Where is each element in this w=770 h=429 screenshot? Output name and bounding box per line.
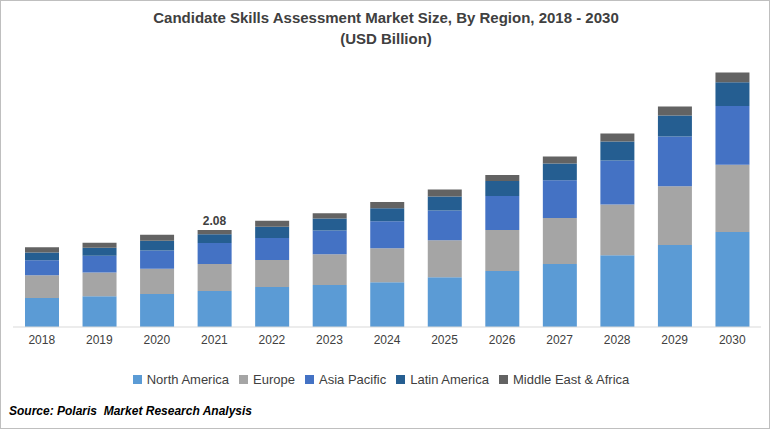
html-text:Source: Polaris Market Researc: Source: Polaris Market Research Analysis [9, 404, 252, 418]
svg-text:2028: 2028 [604, 333, 631, 347]
svg-text:2030: 2030 [719, 333, 746, 347]
svg-text:2018: 2018 [28, 333, 55, 347]
html-text:Middle East & Africa: Middle East & Africa [513, 372, 630, 387]
html-text:(USD Billion): (USD Billion) [340, 30, 432, 47]
svg-text:2024: 2024 [374, 333, 401, 347]
svg-text:2019: 2019 [86, 333, 113, 347]
html-text:Asia Pacific: Asia Pacific [319, 372, 387, 387]
html-text:North America: North America [146, 372, 230, 387]
html-text:Latin America: Latin America [410, 372, 489, 387]
svg-text:2020: 2020 [143, 333, 170, 347]
html-text:Candidate Skills Assessment Ma: Candidate Skills Assessment Market Size,… [153, 9, 619, 26]
html-text:Europe: Europe [253, 372, 295, 387]
svg-text:2027: 2027 [546, 333, 573, 347]
svg-text:2022: 2022 [259, 333, 286, 347]
svg-text:2021: 2021 [201, 333, 228, 347]
svg-text:2025: 2025 [431, 333, 458, 347]
svg-text:2.08: 2.08 [203, 214, 227, 228]
svg-text:2029: 2029 [661, 333, 688, 347]
svg-text:2023: 2023 [316, 333, 343, 347]
svg-text:2026: 2026 [489, 333, 516, 347]
